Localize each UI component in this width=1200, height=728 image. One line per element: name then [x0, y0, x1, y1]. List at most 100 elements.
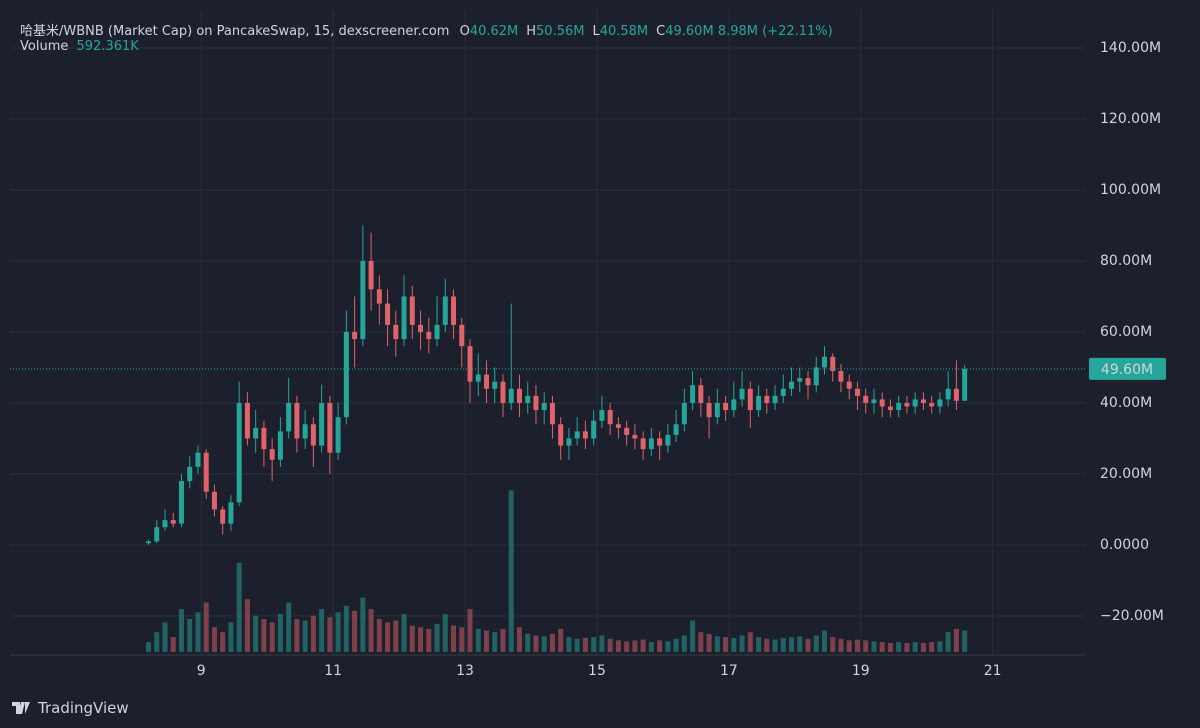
volume-bar — [343, 605, 349, 652]
candle-body — [673, 424, 679, 435]
volume-bar — [756, 637, 762, 652]
chart-title: 哈基米/WBNB (Market Cap) on PancakeSwap, 15… — [20, 24, 450, 39]
volume-bar — [319, 609, 325, 652]
candle-body — [558, 424, 564, 446]
candle-body — [624, 427, 630, 435]
volume-bar — [475, 628, 481, 652]
candle-body — [648, 438, 654, 450]
volume-bar — [805, 638, 811, 652]
volume-bar — [599, 635, 605, 652]
candle-body — [690, 385, 696, 403]
candle-body — [591, 420, 597, 439]
candle-body — [492, 381, 498, 389]
volume-bar — [731, 637, 737, 652]
volume-bar — [937, 641, 943, 652]
volume-bar — [360, 597, 366, 652]
volume-bar — [566, 637, 572, 652]
volume-bar — [797, 636, 803, 652]
candle-body — [797, 378, 803, 382]
candle-body — [574, 431, 580, 439]
y-tick-label: −20.00M — [1100, 608, 1164, 624]
volume-bar — [929, 642, 935, 652]
volume-bar — [863, 640, 869, 652]
volume-bar — [723, 637, 729, 652]
volume-bar — [821, 630, 827, 652]
candle-body — [813, 367, 819, 386]
candle-body — [772, 395, 778, 403]
volume-bar — [871, 641, 877, 652]
volume-bar — [516, 627, 522, 652]
candle-body — [368, 260, 374, 290]
y-tick-label: 80.00M — [1100, 253, 1152, 269]
candle-body — [549, 402, 555, 425]
candle-body — [187, 466, 193, 482]
volume-bar — [698, 632, 704, 652]
logo — [12, 702, 30, 714]
volume-bar — [665, 641, 671, 652]
candle-body — [962, 368, 968, 401]
volume-bar — [434, 623, 440, 652]
candle-body — [178, 481, 184, 524]
last-price-label: 49.60M — [1101, 362, 1153, 378]
volume-bar — [244, 599, 250, 652]
volume-row: Volume 592.361K — [20, 39, 139, 54]
volume-bar — [253, 615, 259, 652]
candle-body — [385, 303, 391, 325]
candle-body — [846, 381, 852, 389]
candle-body — [764, 395, 770, 403]
candle-body — [467, 346, 473, 382]
candle-body — [945, 388, 951, 400]
volume-bar — [533, 635, 539, 652]
volume-bar — [690, 620, 696, 652]
volume-bar — [657, 640, 663, 652]
volume-bar — [170, 637, 176, 652]
ohlc-value: 49.60M — [665, 24, 714, 39]
candle-body — [269, 449, 275, 460]
volume-bar — [706, 633, 712, 652]
volume-bar — [789, 637, 795, 652]
volume-bar — [574, 638, 580, 652]
ohlc-key: H — [526, 24, 537, 39]
volume-bar — [327, 617, 333, 652]
volume-bar — [393, 620, 399, 652]
candle-body — [615, 424, 621, 428]
candle-body — [327, 402, 333, 453]
ohlc-key: O — [459, 24, 470, 39]
candle-body — [360, 260, 366, 340]
y-tick-label: 140.00M — [1100, 40, 1161, 56]
x-tick-label: 21 — [984, 663, 1002, 679]
volume-bar — [459, 627, 465, 652]
x-tick-label: 15 — [588, 663, 606, 679]
volume-bar — [525, 633, 531, 652]
volume-bar — [879, 642, 885, 652]
candle-body — [714, 402, 720, 418]
candle-body — [566, 438, 572, 446]
candle-body — [607, 410, 613, 425]
candle-body — [706, 402, 712, 418]
volume-bar — [352, 610, 358, 652]
candle-body — [747, 388, 753, 411]
candle-body — [434, 324, 440, 340]
volume-bar — [277, 614, 283, 652]
candle-body — [302, 424, 308, 439]
volume-bar — [294, 619, 300, 652]
volume-bar — [846, 640, 852, 652]
volume-bar — [780, 637, 786, 652]
ohlc-value: 40.62M — [469, 24, 519, 39]
volume-bar — [228, 622, 234, 652]
volume-bar — [418, 627, 424, 652]
candle-body — [657, 438, 663, 446]
candle-body — [582, 431, 588, 439]
volume-bar — [236, 562, 242, 652]
volume-bar — [500, 628, 506, 652]
volume-bar — [145, 642, 151, 652]
candle-body — [821, 356, 827, 368]
candle-body — [896, 402, 902, 411]
last-price-tag — [1089, 357, 1166, 380]
brand-name: TradingView — [38, 699, 129, 717]
volume-bar — [830, 637, 836, 652]
volume-bar — [747, 632, 753, 652]
volume-bar — [178, 609, 184, 652]
candle-body — [162, 520, 168, 528]
